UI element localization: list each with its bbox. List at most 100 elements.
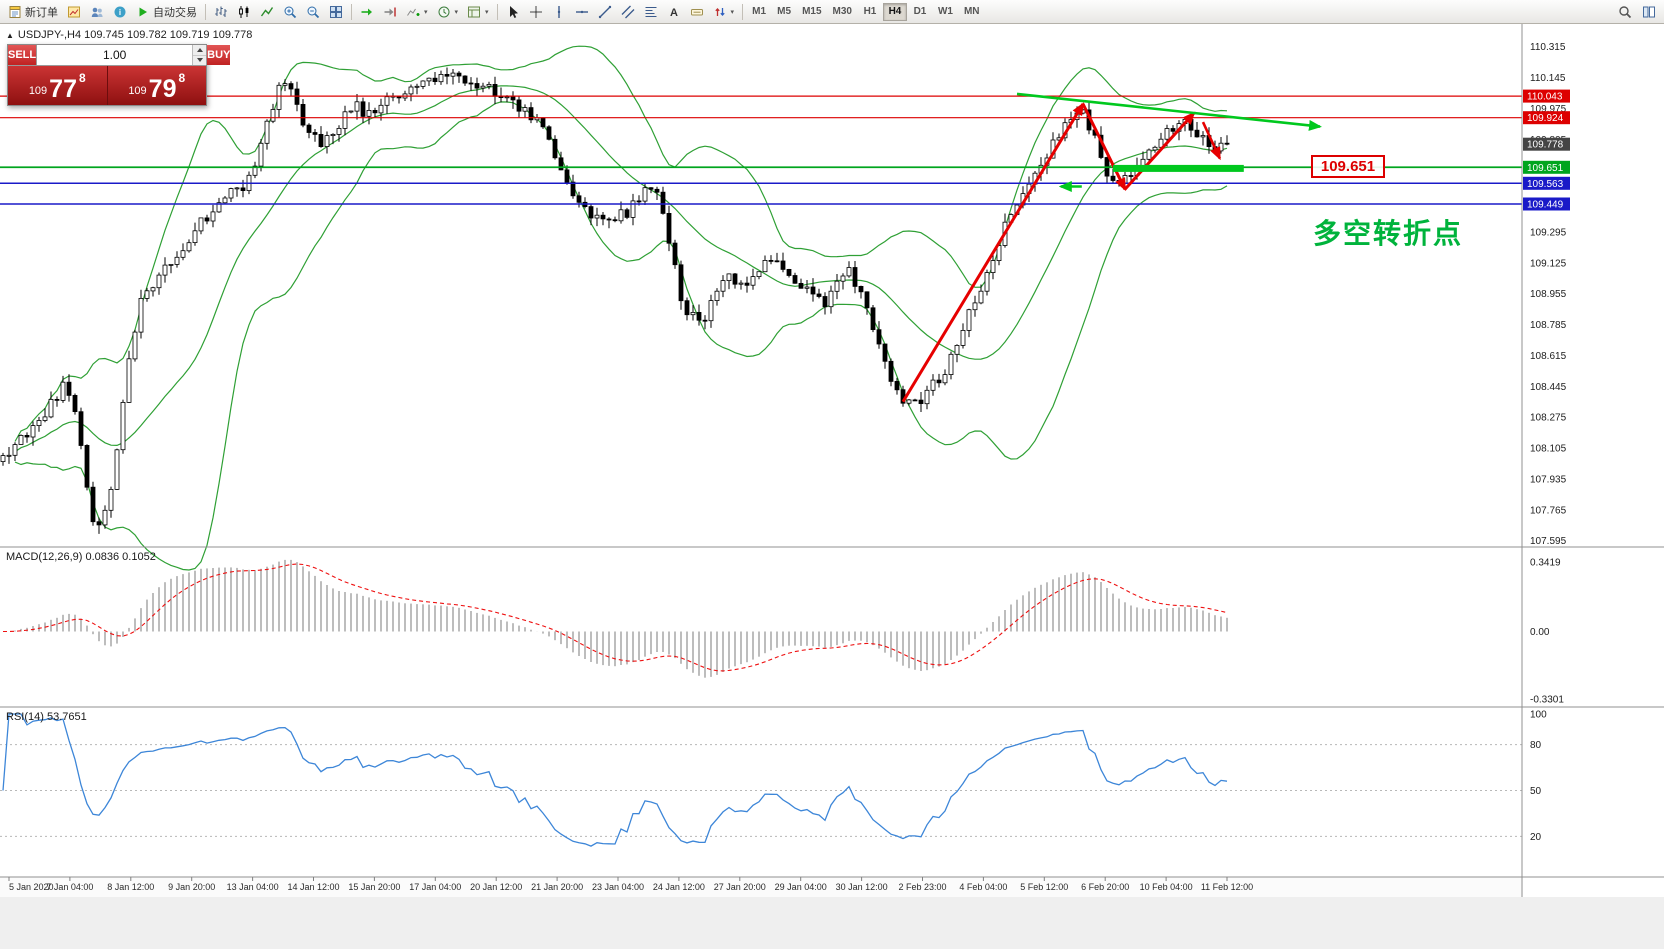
fibonacci-tool-button[interactable] — [640, 2, 662, 22]
candle-body — [6, 454, 12, 457]
sell-button[interactable]: SELL — [8, 45, 37, 65]
red-trend-arrow[interactable] — [901, 102, 1085, 403]
candle-body — [546, 126, 552, 140]
macd-axis-label: 0.00 — [1530, 627, 1550, 638]
sell-price-button[interactable]: 109 77 8 — [8, 66, 107, 105]
candle-body — [54, 398, 60, 401]
candle-body — [726, 273, 732, 281]
time-axis-label: 21 Jan 20:00 — [531, 882, 583, 892]
time-axis-label: 5 Feb 12:00 — [1020, 882, 1068, 892]
volume-increase-button[interactable] — [193, 45, 207, 56]
candle-body — [12, 444, 18, 456]
text-tool-button[interactable]: A — [663, 2, 685, 22]
price-axis-label: 107.595 — [1530, 536, 1567, 547]
timeframe-d1-button[interactable]: D1 — [908, 3, 932, 21]
new-chart-button[interactable] — [63, 2, 85, 22]
collapse-triangle-icon[interactable]: ▲ — [6, 30, 14, 40]
candle-body — [972, 302, 978, 311]
red-trend-arrow[interactable] — [1123, 111, 1196, 191]
bollinger-lower-band — [14, 101, 1228, 571]
trendline-tool-button[interactable] — [594, 2, 616, 22]
templates-button[interactable]: ▾ — [463, 2, 493, 22]
candle-body — [750, 276, 756, 286]
candle-body — [696, 311, 702, 321]
red-trend-arrow[interactable] — [1081, 103, 1127, 192]
volume-input[interactable] — [37, 45, 193, 65]
candle-body — [360, 101, 366, 117]
search-button[interactable] — [1614, 2, 1636, 22]
channel-tool-button[interactable] — [617, 2, 639, 22]
candle-body — [978, 290, 984, 304]
candle-body — [1140, 158, 1146, 167]
candlestick-mode-button[interactable] — [233, 2, 255, 22]
text-label-tool-button[interactable] — [686, 2, 708, 22]
zoom-in-button[interactable] — [279, 2, 301, 22]
volume-decrease-button[interactable] — [193, 55, 207, 65]
buy-price-button[interactable]: 109 79 8 — [106, 66, 206, 105]
cursor-tool-button[interactable] — [502, 2, 524, 22]
candle-body — [816, 293, 822, 297]
profiles-icon — [91, 7, 103, 17]
turning-point-note[interactable]: 多空转折点 — [1313, 218, 1464, 249]
red-small-arrow[interactable] — [1201, 121, 1221, 161]
timeframe-w1-button[interactable]: W1 — [933, 3, 958, 21]
arrows-tool-button[interactable]: ▾ — [709, 2, 739, 22]
candle-body — [522, 107, 528, 112]
candle-body — [570, 181, 576, 197]
periods-icon — [438, 6, 450, 17]
horizontal-line-tool-button[interactable] — [571, 2, 593, 22]
periods-button[interactable]: ▾ — [433, 2, 463, 22]
help-button[interactable]: i — [109, 2, 131, 22]
window-panes-button[interactable] — [1638, 2, 1660, 22]
candle-body — [234, 187, 240, 190]
candle-body — [984, 272, 990, 292]
auto-scroll-button[interactable] — [356, 2, 378, 22]
candle-body — [966, 309, 972, 331]
buy-button[interactable]: BUY — [207, 45, 231, 65]
buy-price-integer: 109 — [128, 85, 147, 97]
price-callout-box[interactable]: 109.651 — [1311, 155, 1385, 178]
candle-body — [846, 267, 852, 277]
indicators-button[interactable]: ▾ — [402, 2, 432, 22]
candle-body — [216, 202, 222, 213]
candle-body — [588, 206, 594, 219]
crosshair-tool-button[interactable] — [525, 2, 547, 22]
bar-chart-icon — [215, 6, 227, 17]
candle-body — [732, 273, 738, 285]
timeframe-m5-button[interactable]: M5 — [772, 3, 796, 21]
candle-body — [660, 191, 666, 214]
green-support-bar[interactable] — [1113, 164, 1244, 172]
new-order-button[interactable]: 新订单 — [4, 2, 62, 22]
timeframe-m15-button[interactable]: M15 — [797, 3, 826, 21]
price-axis-label: 107.765 — [1530, 505, 1567, 516]
candle-body — [0, 455, 6, 463]
bar-chart-mode-button[interactable] — [210, 2, 232, 22]
zoom-out-button[interactable] — [302, 2, 324, 22]
timeframe-h1-button[interactable]: H1 — [858, 3, 882, 21]
candle-body — [690, 311, 696, 316]
timeframe-m1-button[interactable]: M1 — [747, 3, 771, 21]
profiles-button[interactable] — [86, 2, 108, 22]
candle-body — [864, 291, 870, 309]
chart-shift-button[interactable] — [379, 2, 401, 22]
timeframe-mn-button[interactable]: MN — [959, 3, 985, 21]
candle-body — [882, 343, 888, 362]
candle-body — [372, 110, 378, 114]
candle-body — [156, 274, 162, 289]
candle-body — [318, 133, 324, 147]
candle-body — [486, 84, 492, 87]
timeframe-m30-button[interactable]: M30 — [828, 3, 857, 21]
time-axis-label: 29 Jan 04:00 — [775, 882, 827, 892]
line-chart-mode-button[interactable] — [256, 2, 278, 22]
autotrading-button[interactable]: 自动交易 — [132, 2, 201, 22]
candle-body — [252, 165, 258, 176]
line-chart-icon — [260, 6, 274, 16]
tile-windows-button[interactable] — [325, 2, 347, 22]
candle-body — [330, 133, 336, 136]
candle-body — [150, 287, 156, 292]
green-trendline-arrow[interactable] — [1016, 92, 1322, 131]
candle-body — [228, 188, 234, 199]
vertical-line-tool-button[interactable] — [548, 2, 570, 22]
timeframe-h4-button[interactable]: H4 — [882, 2, 907, 21]
